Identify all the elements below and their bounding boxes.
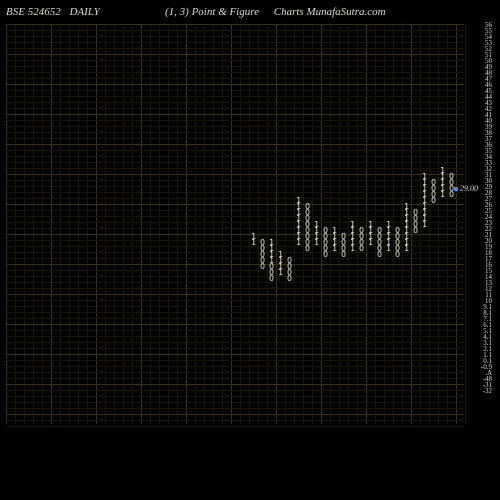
- grid-line-horizontal: [6, 426, 464, 427]
- pf-x-cell: 1: [402, 246, 411, 252]
- grid-line-horizontal: [6, 348, 464, 349]
- grid-line-horizontal: [6, 396, 464, 397]
- pf-o-cell: O: [339, 252, 348, 258]
- grid-line-horizontal: [6, 138, 464, 139]
- grid-line-horizontal: [6, 402, 464, 403]
- grid-line-horizontal: [6, 324, 464, 325]
- grid-line-horizontal: [6, 282, 464, 283]
- grid-line-horizontal: [6, 78, 464, 79]
- pf-x-cell: 1: [276, 270, 285, 276]
- pf-o-cell: O: [321, 252, 330, 258]
- grid-line-horizontal: [6, 186, 464, 187]
- pf-o-cell: O: [267, 276, 276, 282]
- pf-x-cell: 1: [312, 240, 321, 246]
- grid-line-horizontal: [6, 30, 464, 31]
- grid-line-horizontal: [6, 48, 464, 49]
- pf-x-cell: 1: [420, 222, 429, 228]
- grid-line-horizontal: [6, 42, 464, 43]
- chart-container: BSE 524652 DAILY (1, 3) Point & Figure C…: [0, 0, 500, 500]
- pf-o-cell: O: [285, 276, 294, 282]
- grid-line-horizontal: [6, 288, 464, 289]
- grid-line-horizontal: [6, 384, 464, 385]
- header-chart-type: (1, 3) Point & Figure Charts MunafaSutra…: [165, 6, 386, 18]
- grid-line-horizontal: [6, 408, 464, 409]
- pf-o-cell: O: [303, 246, 312, 252]
- grid-line-horizontal: [6, 390, 464, 391]
- grid-line-horizontal: [6, 66, 464, 67]
- grid-line-horizontal: [6, 168, 464, 169]
- grid-line-horizontal: [6, 102, 464, 103]
- grid-line-horizontal: [6, 84, 464, 85]
- pf-x-cell: 1: [348, 246, 357, 252]
- grid-line-horizontal: [6, 300, 464, 301]
- pf-o-cell: O: [429, 198, 438, 204]
- chart-grid-area: 11OOOOO1111OOO1111OOOO11111111OOOOOOOO11…: [6, 24, 464, 424]
- pf-o-cell: O: [411, 228, 420, 234]
- header-symbol-period: BSE 524652 DAILY: [6, 6, 100, 18]
- pf-o-cell: O: [357, 246, 366, 252]
- grid-line-horizontal: [6, 366, 464, 367]
- grid-line-horizontal: [6, 270, 464, 271]
- grid-line-horizontal: [6, 72, 464, 73]
- grid-line-horizontal: [6, 264, 464, 265]
- grid-line-horizontal: [6, 276, 464, 277]
- grid-line-horizontal: [6, 360, 464, 361]
- grid-line-horizontal: [6, 126, 464, 127]
- grid-line-horizontal: [6, 174, 464, 175]
- pf-x-cell: 1: [294, 240, 303, 246]
- grid-line-horizontal: [6, 318, 464, 319]
- pf-x-cell: 1: [330, 246, 339, 252]
- source-text: Charts MunafaSutra.com: [274, 6, 386, 18]
- pf-o-cell: O: [375, 252, 384, 258]
- pf-o-cell: O: [258, 264, 267, 270]
- chart-type-text: (1, 3) Point & Figure: [165, 6, 259, 18]
- grid-line-horizontal: [6, 336, 464, 337]
- grid-line-horizontal: [6, 312, 464, 313]
- grid-line-horizontal: [6, 330, 464, 331]
- grid-line-horizontal: [6, 108, 464, 109]
- grid-line-horizontal: [6, 198, 464, 199]
- pf-x-cell: 1: [438, 192, 447, 198]
- grid-line-horizontal: [6, 180, 464, 181]
- grid-line-horizontal: [6, 216, 464, 217]
- symbol-text: BSE 524652: [6, 6, 61, 18]
- y-axis: 5655545352515049484746454443424140393837…: [464, 24, 492, 424]
- grid-line-horizontal: [6, 222, 464, 223]
- grid-line-horizontal: [6, 90, 464, 91]
- pf-o-cell: O: [447, 192, 456, 198]
- grid-line-horizontal: [6, 132, 464, 133]
- current-price-marker-icon: [454, 187, 458, 191]
- grid-line-horizontal: [6, 294, 464, 295]
- grid-line-horizontal: [6, 162, 464, 163]
- grid-line-horizontal: [6, 60, 464, 61]
- grid-line-horizontal: [6, 150, 464, 151]
- grid-line-horizontal: [6, 54, 464, 55]
- grid-line-horizontal: [6, 114, 464, 115]
- grid-line-horizontal: [6, 36, 464, 37]
- pf-x-cell: 1: [384, 246, 393, 252]
- grid-line-horizontal: [6, 144, 464, 145]
- grid-line-horizontal: [6, 354, 464, 355]
- grid-line-horizontal: [6, 210, 464, 211]
- grid-line-horizontal: [6, 120, 464, 121]
- grid-line-horizontal: [6, 372, 464, 373]
- pf-x-cell: 1: [249, 240, 258, 246]
- pf-o-cell: O: [393, 252, 402, 258]
- pf-x-cell: 1: [366, 240, 375, 246]
- grid-line-horizontal: [6, 204, 464, 205]
- y-axis-label: -32: [483, 388, 492, 394]
- grid-line-horizontal: [6, 306, 464, 307]
- grid-line-horizontal: [6, 192, 464, 193]
- grid-line-horizontal: [6, 414, 464, 415]
- grid-line-horizontal: [6, 378, 464, 379]
- grid-line-horizontal: [6, 96, 464, 97]
- grid-line-horizontal: [6, 24, 464, 25]
- grid-line-horizontal: [6, 420, 464, 421]
- grid-line-horizontal: [6, 156, 464, 157]
- chart-header: BSE 524652 DAILY (1, 3) Point & Figure C…: [0, 6, 500, 26]
- period-text: DAILY: [69, 6, 99, 18]
- grid-line-horizontal: [6, 342, 464, 343]
